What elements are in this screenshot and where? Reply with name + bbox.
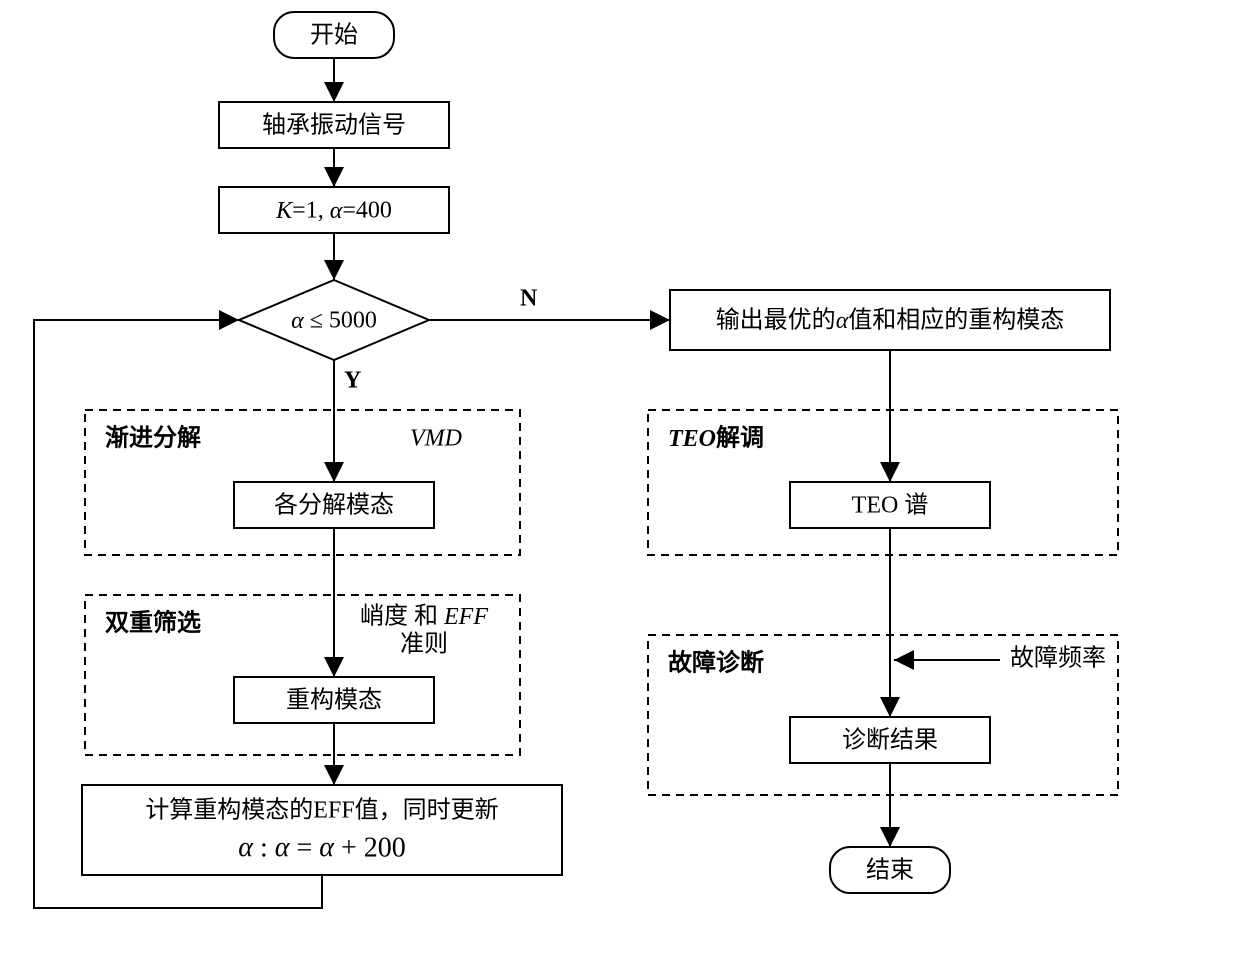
signal-text: 轴承振动信号 (262, 112, 406, 139)
label-yes: Y (344, 368, 361, 394)
group4-title: 故障诊断 (668, 649, 764, 677)
modes-text: 各分解模态 (274, 492, 394, 519)
group4-anno: 故障频率 (1010, 645, 1106, 672)
diag-text: 诊断结果 (842, 727, 938, 754)
group2-title: 双重筛选 (105, 609, 201, 637)
group2-anno-line2: 准则 (400, 631, 448, 658)
group3-title: TEO解调 (668, 424, 764, 452)
init-text: K=1, α=400 (275, 198, 392, 224)
teo-text: TEO 谱 (852, 492, 929, 519)
end-text: 结束 (866, 857, 914, 884)
output-text: 输出最优的α值和相应的重构模态 (716, 307, 1065, 334)
label-no: N (520, 286, 538, 312)
recon-text: 重构模态 (286, 687, 382, 714)
calc-line1: 计算重构模态的EFF值，同时更新 (145, 797, 498, 824)
group1-anno: VMD (410, 426, 462, 452)
decision-text: α ≤ 5000 (291, 308, 377, 334)
start-text: 开始 (310, 22, 358, 49)
group2-anno-line1: 峭度 和 EFF (360, 603, 488, 630)
group1-title: 渐进分解 (105, 424, 201, 452)
calc-line2: α : α = α + 200 (238, 832, 405, 863)
